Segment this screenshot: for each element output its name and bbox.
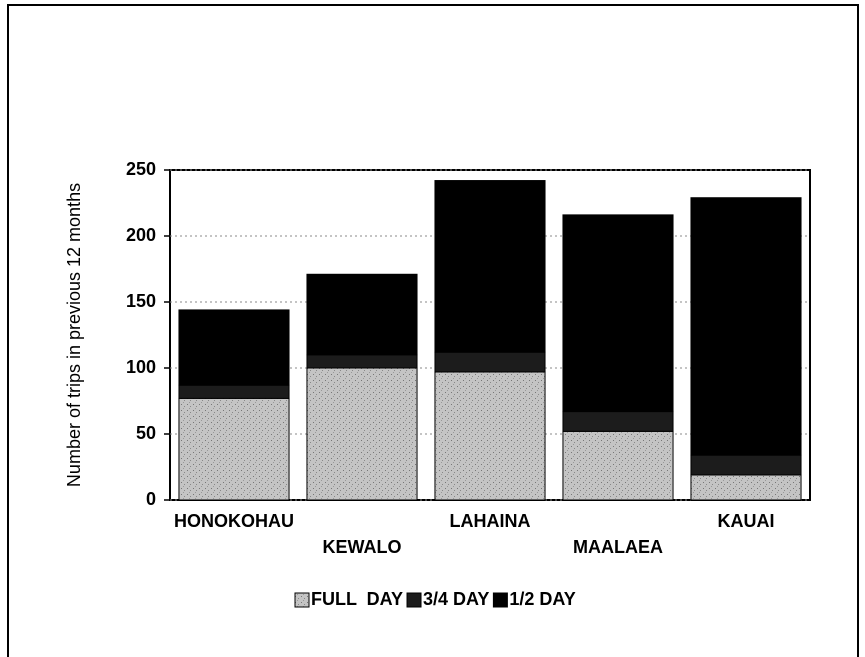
legend-label: FULL DAY [311,589,403,609]
x-tick-label: KAUAI [718,511,775,531]
bar-segment [690,474,802,501]
bar-segment [178,397,290,501]
bar-segment [306,354,418,369]
y-tick-label: 250 [126,159,156,179]
y-tick-label: 50 [136,423,156,443]
bar-segment [434,371,546,501]
legend-label: 3/4 DAY [423,589,489,609]
y-tick-label: 150 [126,291,156,311]
bar-segment [690,454,802,476]
bar-segment [306,367,418,501]
bar-segment [178,309,290,386]
legend-swatch [294,592,310,608]
bar-segment [562,214,674,413]
bar-segment [434,180,546,353]
x-tick-label: MAALAEA [573,537,663,557]
x-tick-label: KEWALO [323,537,402,557]
y-tick-label: 100 [126,357,156,377]
bar-segment [306,273,418,356]
bar-segment [690,197,802,456]
legend-swatch [406,592,422,608]
x-tick-label: LAHAINA [450,511,531,531]
x-tick-label: HONOKOHAU [174,511,294,531]
y-axis-label: Number of trips in previous 12 months [64,183,84,487]
bar-segment [178,384,290,399]
y-tick-label: 200 [126,225,156,245]
bar-segment [562,411,674,432]
legend-label: 1/2 DAY [509,589,575,609]
legend-swatch [492,592,508,608]
y-tick-label: 0 [146,489,156,509]
bar-segment [562,430,674,501]
bar-segment [434,351,546,373]
frame [7,4,859,657]
